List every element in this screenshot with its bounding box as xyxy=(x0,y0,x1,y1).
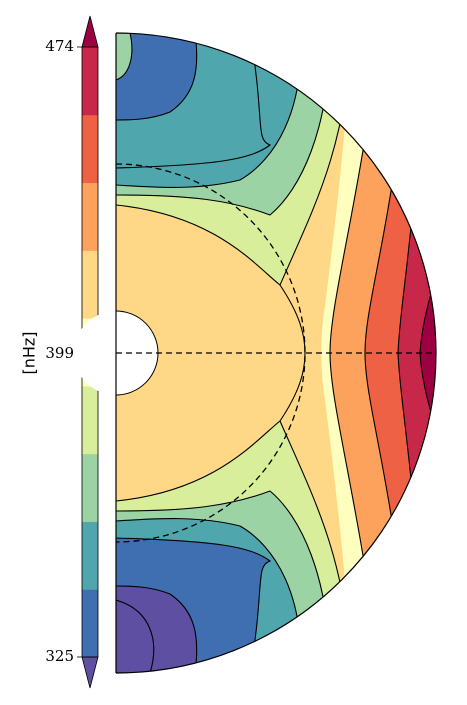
contour-line xyxy=(116,33,198,121)
tachocline-dashed-circle xyxy=(115,163,306,543)
colorbar-tick-label: 325 xyxy=(45,647,74,665)
contour-line xyxy=(116,585,198,673)
surface-boundary xyxy=(115,32,437,674)
meridional-plane xyxy=(74,32,437,674)
colorbar-level-1 xyxy=(82,589,98,658)
colorbar-extend-bottom xyxy=(81,656,99,689)
contour-line xyxy=(279,284,306,422)
contour-line xyxy=(116,33,272,169)
contour-line xyxy=(116,33,133,81)
colorbar-extend-top xyxy=(81,15,99,48)
contour-line xyxy=(116,33,302,188)
colorbar-level-6 xyxy=(82,250,98,319)
colorbar-level-9 xyxy=(82,47,98,116)
colorbar-level-2 xyxy=(82,521,98,590)
colorbar: 325 399 474 [nHz] xyxy=(20,15,99,689)
contour-region-equator-5 xyxy=(420,240,436,466)
contour-region-equator-1 xyxy=(321,33,380,673)
colorbar-level-7 xyxy=(82,182,98,251)
contour-region-midlat-3-south xyxy=(116,421,352,673)
contour-region-pole-south xyxy=(116,600,154,673)
colorbar-tick-label: 474 xyxy=(45,37,74,55)
colorbar-label: [nHz] xyxy=(20,331,39,374)
contour-line xyxy=(116,518,302,673)
colorbar-level-8 xyxy=(82,114,98,184)
contour-region-polar-north xyxy=(116,33,197,120)
contour-line xyxy=(116,537,272,673)
contour-region-midlat-3-north xyxy=(116,33,352,285)
colorbar-tick-label: 399 xyxy=(45,344,74,362)
colorbar-level-3 xyxy=(82,453,98,522)
contour-line xyxy=(116,599,155,673)
colorbar-level-4 xyxy=(82,385,98,455)
contour-region-midlat-2-north xyxy=(116,33,330,215)
contour-region-equator-2 xyxy=(330,33,410,673)
contour-region-midlat-2-south xyxy=(116,491,330,673)
